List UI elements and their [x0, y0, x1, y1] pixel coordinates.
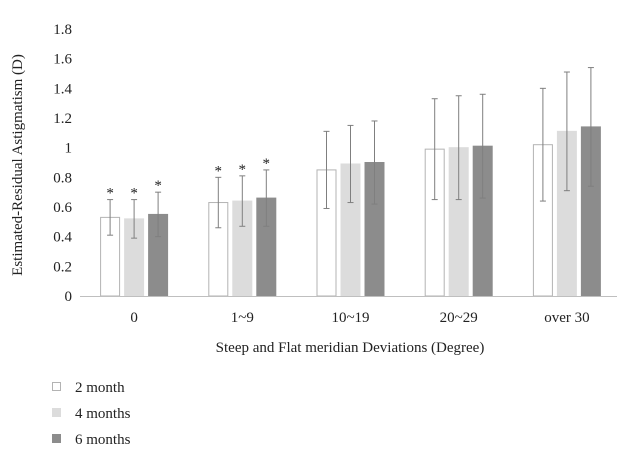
y-axis-title: Estimated-Residual Astigmatism (D) — [10, 54, 26, 276]
legend-label: 4 months — [75, 406, 131, 422]
legend: 2 month 4 months 6 months — [52, 380, 131, 448]
y-tick-label: 0.4 — [53, 230, 72, 246]
significance-marker: * — [215, 163, 223, 179]
y-tick-label: 1.6 — [53, 52, 72, 68]
error-bars — [107, 67, 594, 239]
y-tick-label: 0 — [65, 289, 73, 305]
y-axis-ticks: 0 0.2 0.4 0.6 0.8 1 1.2 1.4 1.6 1.8 — [53, 22, 72, 305]
x-tick-label: 0 — [130, 310, 138, 326]
x-axis-title: Steep and Flat meridian Deviations (Degr… — [216, 340, 485, 356]
legend-label: 2 month — [75, 380, 125, 396]
significance-marker: * — [263, 156, 271, 172]
x-tick-label: 1~9 — [231, 310, 254, 326]
y-tick-label: 0.8 — [53, 170, 72, 186]
x-tick-label: 10~19 — [331, 310, 369, 326]
y-tick-label: 1.2 — [53, 111, 72, 127]
y-tick-label: 1.4 — [53, 81, 72, 97]
legend-swatch — [52, 408, 61, 417]
significance-marker: * — [106, 186, 114, 202]
legend-label: 6 months — [75, 432, 131, 448]
y-tick-label: 1 — [65, 141, 73, 157]
legend-swatch — [52, 434, 61, 443]
significance-marker: * — [239, 162, 247, 178]
y-tick-label: 1.8 — [53, 22, 72, 38]
significance-marker: * — [154, 178, 162, 194]
legend-swatch — [52, 382, 61, 391]
y-tick-label: 0.2 — [53, 259, 72, 275]
y-tick-label: 0.6 — [53, 200, 72, 216]
x-axis-ticks: 0 1~9 10~19 20~29 over 30 — [130, 310, 589, 326]
x-tick-label: 20~29 — [440, 310, 478, 326]
x-tick-label: over 30 — [544, 310, 589, 326]
significance-markers: * * * * * * — [106, 156, 270, 202]
significance-marker: * — [130, 186, 138, 202]
